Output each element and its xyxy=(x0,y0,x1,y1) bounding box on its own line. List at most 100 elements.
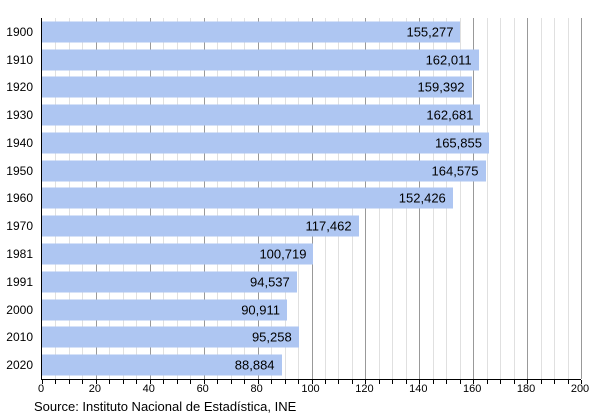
minor-gridline xyxy=(554,18,556,379)
y-axis-label-1991: 1991 xyxy=(6,274,33,289)
bar-value-label: 162,011 xyxy=(425,52,472,68)
x-axis-minor-tick xyxy=(298,380,300,384)
bar-row-1991: 94,537 xyxy=(42,268,581,296)
bar-row-1920: 159,392 xyxy=(42,74,581,102)
bar-value-label: 165,855 xyxy=(434,135,482,151)
y-axis-label-1981: 1981 xyxy=(6,247,33,261)
bar-value-label: 100,719 xyxy=(259,246,307,262)
x-axis-minor-tick xyxy=(244,380,246,384)
x-axis-label-160: 160 xyxy=(463,383,482,395)
x-axis-major-tick xyxy=(95,380,97,384)
x-axis-minor-tick xyxy=(82,380,84,384)
y-axis-label-1910: 1910 xyxy=(6,52,33,67)
x-axis-major-tick xyxy=(42,380,43,384)
x-axis-major-tick xyxy=(311,380,313,384)
bar-row-1981: 100,719 xyxy=(42,240,581,268)
x-axis-minor-tick xyxy=(405,380,407,384)
bar-1981: 100,719 xyxy=(42,243,314,265)
bar-value-label: 152,426 xyxy=(398,190,446,206)
x-axis-minor-tick xyxy=(230,380,232,384)
major-gridline xyxy=(473,18,475,379)
minor-gridline xyxy=(459,18,461,379)
y-axis-label-1960: 1960 xyxy=(6,191,33,206)
x-axis-major-tick xyxy=(473,380,475,384)
x-axis-label-100: 100 xyxy=(301,383,320,395)
minor-gridline xyxy=(486,18,488,379)
x-axis-minor-tick xyxy=(500,380,502,384)
x-axis-minor-tick xyxy=(190,380,192,384)
x-axis-label-60: 60 xyxy=(196,383,209,395)
x-axis-label-120: 120 xyxy=(355,383,374,395)
x-axis-minor-tick xyxy=(351,380,353,384)
bar-1920: 159,392 xyxy=(42,76,472,98)
bar-value-label: 117,462 xyxy=(305,218,352,234)
x-axis-label-0: 0 xyxy=(37,383,45,395)
bar-row-2000: 90,911 xyxy=(42,296,581,324)
x-axis-major-tick xyxy=(419,380,421,384)
y-axis-label-1940: 1940 xyxy=(6,135,33,150)
x-axis-minor-tick xyxy=(163,380,165,384)
x-axis-minor-tick xyxy=(554,380,556,384)
bar-row-1930: 162,681 xyxy=(42,101,581,129)
y-axis-label-1970: 1970 xyxy=(6,219,33,234)
y-axis-label-1950: 1950 xyxy=(6,163,33,178)
minor-gridline xyxy=(540,18,542,379)
bar-value-label: 94,537 xyxy=(250,274,290,290)
bar-2010: 95,258 xyxy=(42,326,299,348)
major-gridline xyxy=(527,18,529,379)
x-axis-minor-tick xyxy=(540,380,542,384)
minor-gridline xyxy=(500,18,502,379)
x-axis-label-200: 200 xyxy=(570,383,590,395)
bar-row-1970: 117,462 xyxy=(42,212,581,240)
x-axis-minor-tick xyxy=(176,380,178,384)
bar-value-label: 162,681 xyxy=(426,107,474,123)
x-axis-minor-tick xyxy=(432,380,434,384)
y-axis-label-2020: 2020 xyxy=(6,358,33,373)
x-axis-minor-tick xyxy=(217,380,219,384)
bar-row-2020: 88,884 xyxy=(42,351,581,379)
bar-1910: 162,011 xyxy=(42,49,479,71)
bars-layer: 155,277 162,011 159,392 162,681 165,855 164,5… xyxy=(42,18,581,379)
x-axis-minor-tick xyxy=(338,380,340,384)
x-axis-minor-tick xyxy=(55,380,57,384)
bar-value-label: 155,277 xyxy=(406,24,454,40)
x-axis-minor-tick xyxy=(446,380,448,384)
bar-value-label: 164,575 xyxy=(431,163,479,179)
x-axis-major-tick xyxy=(257,380,259,384)
bar-row-1910: 162,011 xyxy=(42,46,581,74)
x-axis-minor-tick xyxy=(486,380,488,384)
y-axis-label-1900: 1900 xyxy=(6,24,33,39)
y-axis-label-2010: 2010 xyxy=(6,330,33,345)
bar-row-1900: 155,277 xyxy=(42,18,581,46)
x-axis-major-tick xyxy=(365,380,367,384)
x-axis-minor-tick xyxy=(459,380,461,384)
source-caption: Source: Instituto Nacional de Estadístic… xyxy=(34,399,297,414)
bar-1900: 155,277 xyxy=(42,21,461,43)
x-axis-minor-tick xyxy=(567,380,569,384)
x-axis-minor-tick xyxy=(271,380,273,384)
x-axis-major-tick xyxy=(149,380,151,384)
x-axis-minor-tick xyxy=(109,380,111,384)
bar-2020: 88,884 xyxy=(42,354,282,376)
y-axis-label-1920: 1920 xyxy=(6,80,33,95)
bar-row-1960: 152,426 xyxy=(42,185,581,213)
bar-1940: 165,855 xyxy=(42,132,489,154)
bar-1991: 94,537 xyxy=(42,271,297,293)
minor-gridline xyxy=(513,18,515,379)
y-axis-label-2000: 2000 xyxy=(6,302,33,317)
y-axis-label-1930: 1930 xyxy=(6,108,33,123)
bar-value-label: 159,392 xyxy=(417,79,465,95)
bar-value-label: 90,911 xyxy=(241,302,280,318)
x-axis-major-tick xyxy=(581,380,582,384)
bar-value-label: 88,884 xyxy=(234,357,275,373)
x-axis-label-140: 140 xyxy=(409,383,428,395)
bar-1930: 162,681 xyxy=(42,104,481,126)
x-axis-minor-tick xyxy=(284,380,286,384)
x-axis-minor-tick xyxy=(324,380,326,384)
x-axis-minor-tick xyxy=(68,380,70,384)
bar-1950: 164,575 xyxy=(42,160,486,182)
bar-value-label: 95,258 xyxy=(251,329,292,345)
bar-1960: 152,426 xyxy=(42,187,453,209)
bar-row-1950: 164,575 xyxy=(42,157,581,185)
